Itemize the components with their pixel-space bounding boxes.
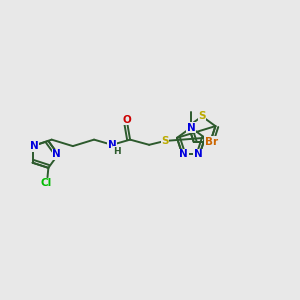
Text: N: N (30, 141, 38, 151)
Text: N: N (179, 149, 188, 159)
Text: O: O (123, 115, 131, 124)
Text: Br: Br (205, 137, 218, 147)
Text: H: H (113, 147, 121, 156)
Text: N: N (52, 149, 61, 159)
Text: N: N (108, 140, 116, 150)
Text: S: S (198, 111, 206, 122)
Text: Cl: Cl (40, 178, 52, 188)
Text: N: N (187, 123, 195, 133)
Text: S: S (161, 136, 169, 146)
Text: N: N (194, 149, 203, 159)
